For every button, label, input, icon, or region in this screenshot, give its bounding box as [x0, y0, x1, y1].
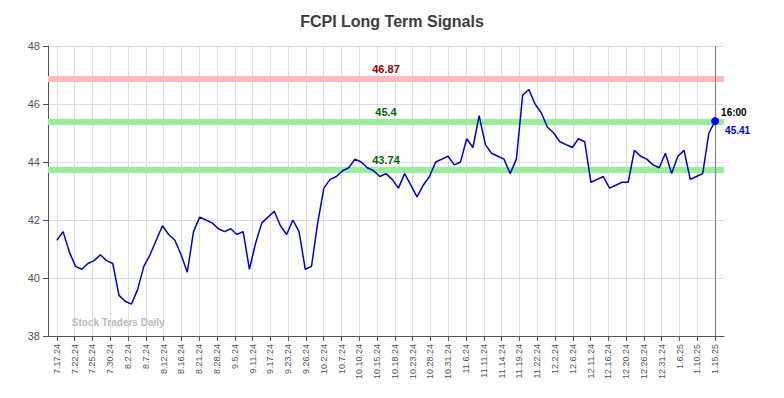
svg-text:11.11.24: 11.11.24 [479, 344, 489, 378]
svg-text:7.17.24: 7.17.24 [52, 344, 62, 374]
svg-text:16:00: 16:00 [721, 107, 747, 118]
svg-text:48: 48 [28, 40, 40, 52]
svg-text:12.20.24: 12.20.24 [621, 344, 631, 379]
svg-text:10.31.24: 10.31.24 [443, 344, 453, 379]
svg-text:Stock Traders Daily: Stock Traders Daily [72, 317, 165, 328]
svg-text:12.2.24: 12.2.24 [550, 344, 560, 374]
svg-text:1.10.25: 1.10.25 [692, 344, 702, 374]
svg-text:9.17.24: 9.17.24 [265, 344, 275, 374]
svg-text:45.41: 45.41 [725, 125, 750, 136]
svg-text:10.15.24: 10.15.24 [372, 344, 382, 379]
svg-text:9.26.24: 9.26.24 [301, 344, 311, 374]
svg-text:10.2.24: 10.2.24 [319, 344, 329, 374]
svg-text:10.28.24: 10.28.24 [425, 344, 435, 379]
svg-text:11.19.24: 11.19.24 [514, 344, 524, 378]
svg-text:10.23.24: 10.23.24 [408, 344, 418, 379]
svg-text:10.7.24: 10.7.24 [337, 344, 347, 374]
svg-text:1.15.25: 1.15.25 [710, 344, 720, 374]
svg-text:7.25.24: 7.25.24 [87, 344, 97, 374]
svg-text:10.10.24: 10.10.24 [354, 344, 364, 379]
svg-text:45.4: 45.4 [375, 106, 397, 118]
svg-text:11.22.24: 11.22.24 [532, 344, 542, 378]
svg-text:12.26.24: 12.26.24 [639, 344, 649, 379]
svg-text:12.31.24: 12.31.24 [657, 344, 667, 379]
svg-text:9.5.24: 9.5.24 [230, 344, 240, 369]
svg-text:8.16.24: 8.16.24 [176, 344, 186, 374]
svg-text:FCPI Long Term Signals: FCPI Long Term Signals [300, 13, 484, 30]
svg-text:8.28.24: 8.28.24 [212, 344, 222, 374]
svg-text:9.23.24: 9.23.24 [283, 344, 293, 374]
svg-text:8.21.24: 8.21.24 [194, 344, 204, 374]
svg-text:12.11.24: 12.11.24 [586, 344, 596, 378]
svg-text:7.22.24: 7.22.24 [70, 344, 80, 374]
svg-text:8.12.24: 8.12.24 [159, 344, 169, 374]
svg-text:46: 46 [28, 98, 40, 110]
svg-text:1.6.25: 1.6.25 [675, 344, 685, 369]
svg-text:43.74: 43.74 [372, 154, 400, 166]
svg-text:38: 38 [28, 330, 40, 342]
svg-text:12.16.24: 12.16.24 [603, 344, 613, 379]
svg-text:7.30.24: 7.30.24 [105, 344, 115, 374]
svg-text:46.87: 46.87 [372, 63, 400, 75]
svg-text:44: 44 [28, 156, 40, 168]
svg-text:8.7.24: 8.7.24 [141, 344, 151, 369]
svg-text:8.2.24: 8.2.24 [123, 344, 133, 369]
svg-text:10.18.24: 10.18.24 [390, 344, 400, 379]
svg-text:42: 42 [28, 214, 40, 226]
svg-text:40: 40 [28, 272, 40, 284]
svg-text:9.11.24: 9.11.24 [248, 344, 258, 373]
svg-text:12.6.24: 12.6.24 [568, 344, 578, 374]
svg-text:11.6.24: 11.6.24 [461, 344, 471, 373]
svg-text:11.14.24: 11.14.24 [497, 344, 507, 378]
